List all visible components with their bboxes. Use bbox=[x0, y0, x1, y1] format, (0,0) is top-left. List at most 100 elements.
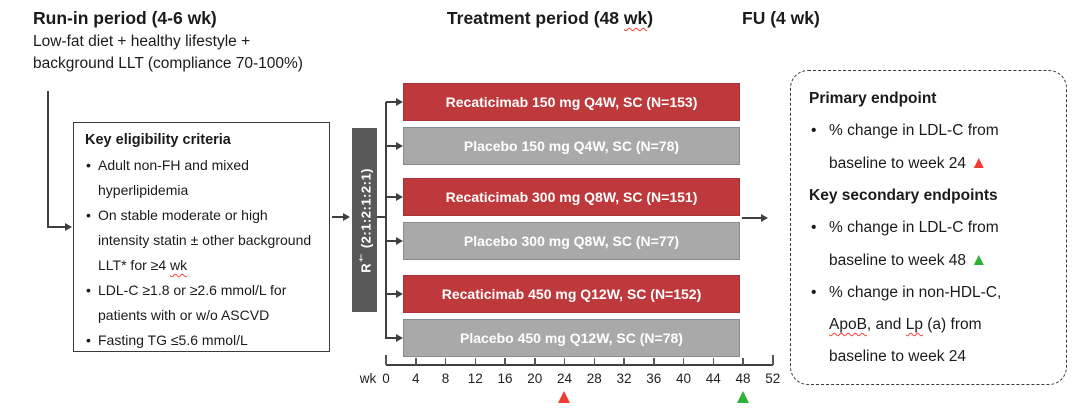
treatment-arms: Recaticimab 150 mg Q4W, SC (N=153) Place… bbox=[403, 83, 740, 358]
axis-tick-label: 44 bbox=[705, 371, 721, 386]
text-segment: LDL-C ≥1.8 or ≥2.6 mmol/L for patients w… bbox=[98, 282, 287, 323]
arms-to-endpoints-line bbox=[742, 217, 762, 219]
treatment-arm-label: Placebo 150 mg Q4W, SC (N=78) bbox=[463, 138, 680, 154]
arrow-head-icon bbox=[396, 289, 403, 298]
arrow-head-icon bbox=[396, 333, 403, 342]
branch-arrow-line bbox=[386, 196, 397, 198]
eligibility-bullet: LDL-C ≥1.8 or ≥2.6 mmol/L for patients w… bbox=[85, 278, 319, 328]
text-segment: † bbox=[355, 251, 366, 263]
axis-line bbox=[386, 364, 773, 366]
arrow-head-icon bbox=[65, 222, 72, 231]
treatment-arm-bar: Recaticimab 300 mg Q8W, SC (N=151) bbox=[403, 178, 740, 216]
axis-tick bbox=[563, 358, 566, 365]
axis-tick-label: 40 bbox=[675, 371, 692, 386]
text-segment: R bbox=[358, 262, 374, 273]
treatment-arm-bar: Recaticimab 450 mg Q12W, SC (N=152) bbox=[403, 275, 740, 313]
arrow-head-icon bbox=[396, 192, 403, 201]
eligibility-bullet: On stable moderate or high intensity sta… bbox=[85, 203, 319, 278]
text-segment: ) bbox=[647, 8, 654, 28]
axis-tick-label: 4 bbox=[411, 371, 420, 386]
treatment-arm-label: Placebo 450 mg Q12W, SC (N=78) bbox=[460, 330, 683, 346]
eligibility-title: Key eligibility criteria bbox=[85, 132, 231, 148]
axis-tick-label: 24 bbox=[556, 371, 573, 386]
arrow-head-icon bbox=[396, 141, 403, 150]
text-segment: Adult non-FH and mixed hyperlipidemia bbox=[98, 157, 249, 198]
endpoint-bullet: % change in non-HDL-C, ApoB, and Lp (a) … bbox=[809, 277, 1005, 373]
axis-tick-label: 28 bbox=[586, 371, 602, 386]
branch-arrow-line bbox=[386, 145, 397, 147]
branch-arrow-line bbox=[386, 240, 397, 242]
axis-tick-label: 8 bbox=[441, 371, 450, 386]
eligibility-criteria-box: Key eligibility criteria Adult non-FH an… bbox=[73, 122, 330, 353]
eligibility-bullet: Adult non-FH and mixed hyperlipidemia bbox=[85, 153, 319, 203]
axis-tick bbox=[653, 358, 655, 365]
arrow-head-icon bbox=[396, 236, 403, 245]
treatment-arm-label: Placebo 300 mg Q8W, SC (N=77) bbox=[463, 233, 680, 249]
treatment-period-title: Treatment period (48 wk) bbox=[400, 8, 700, 29]
arrow-head-icon bbox=[396, 97, 403, 106]
text-segment: % change in LDL-C from baseline to week … bbox=[829, 219, 999, 269]
branch-arrow-line bbox=[386, 101, 397, 103]
text-segment: wk bbox=[170, 257, 188, 273]
axis-tick bbox=[474, 358, 476, 365]
arrow-head-icon bbox=[343, 212, 350, 221]
randomization-label: R† (2:1:2:1:2:1) bbox=[356, 168, 373, 273]
run-in-subtitle-line: Low-fat diet + healthy lifestyle + bbox=[33, 33, 251, 50]
follow-up-title: FU (4 wk) bbox=[742, 8, 820, 28]
text-segment: , and bbox=[866, 316, 906, 333]
arrow-head-icon bbox=[761, 213, 768, 222]
eligibility-bullet-text: LDL-C ≥1.8 or ≥2.6 mmol/L for patients w… bbox=[98, 282, 286, 323]
axis-tick bbox=[682, 358, 685, 365]
eligibility-list: Adult non-FH and mixed hyperlipidemia On… bbox=[85, 153, 319, 353]
treatment-arm-bar: Placebo 300 mg Q8W, SC (N=77) bbox=[403, 222, 740, 260]
treatment-arm-label: Recaticimab 300 mg Q8W, SC (N=151) bbox=[445, 189, 698, 205]
run-in-connector-line bbox=[47, 91, 49, 227]
run-in-period-subtitle: Low-fat diet + healthy lifestyle + backg… bbox=[33, 31, 303, 75]
text-segment: ApoB bbox=[829, 316, 867, 333]
axis-tick bbox=[504, 358, 506, 365]
text-segment: wk bbox=[623, 8, 648, 28]
axis-tick bbox=[772, 355, 774, 365]
axis-tick bbox=[415, 358, 417, 365]
text-segment: ▲ bbox=[970, 153, 988, 172]
primary-endpoint-list: % change in LDL-C from baseline to week … bbox=[809, 115, 1005, 180]
eligibility-bullet-text: Fasting TG ≤5.6 mmol/L bbox=[98, 332, 248, 348]
axis-tick-label: 16 bbox=[497, 371, 513, 386]
text-segment: Fasting TG ≤5.6 mmol/L bbox=[98, 332, 248, 348]
eligibility-bullet: Fasting TG ≤5.6 mmol/L bbox=[85, 328, 319, 353]
text-segment: Lp bbox=[905, 316, 923, 333]
eligibility-bullet-text: On stable moderate or high intensity sta… bbox=[98, 207, 311, 273]
treatment-arm-bar: Placebo 150 mg Q4W, SC (N=78) bbox=[403, 127, 740, 165]
randomization-bar: R† (2:1:2:1:2:1) bbox=[352, 128, 377, 312]
primary-endpoint-title: Primary endpoint bbox=[809, 90, 937, 107]
text-segment: Treatment period (48 bbox=[446, 8, 624, 28]
treatment-arm-bar: Placebo 450 mg Q12W, SC (N=78) bbox=[403, 319, 740, 357]
axis-tick bbox=[385, 355, 387, 365]
text-segment: (a) from baseline to week 24 bbox=[829, 316, 982, 365]
axis-tick-label: 12 bbox=[467, 371, 483, 386]
text-segment: (2:1:2:1:2:1) bbox=[358, 167, 374, 252]
axis-tick bbox=[444, 358, 447, 365]
week-24-marker-triangle-icon bbox=[558, 391, 570, 403]
text-segment: ▲ bbox=[970, 250, 988, 269]
endpoint-bullet-text: % change in LDL-C from baseline to week … bbox=[829, 219, 999, 269]
axis-tick bbox=[534, 358, 536, 365]
axis-tick bbox=[593, 358, 595, 365]
axis-tick-label: 32 bbox=[616, 371, 632, 386]
axis-tick bbox=[712, 358, 714, 365]
axis-tick-label: 52 bbox=[765, 371, 781, 386]
treatment-arm-label: Recaticimab 450 mg Q12W, SC (N=152) bbox=[441, 286, 702, 302]
axis-tick bbox=[742, 358, 744, 365]
run-in-period-title: Run-in period (4-6 wk) bbox=[33, 8, 217, 28]
run-in-connector-line bbox=[47, 226, 66, 228]
week-48-marker-triangle-icon bbox=[736, 391, 749, 403]
endpoint-bullet-text: % change in LDL-C from baseline to week … bbox=[829, 122, 999, 172]
branch-arrow-line bbox=[386, 293, 397, 295]
randomization-branch-line bbox=[377, 216, 386, 218]
axis-tick-label: 36 bbox=[646, 371, 662, 386]
axis-tick-label: 48 bbox=[735, 371, 751, 386]
secondary-endpoints-title: Key secondary endpoints bbox=[809, 187, 998, 204]
secondary-endpoints-list: % change in LDL-C from baseline to week … bbox=[809, 212, 1005, 373]
treatment-arm-label: Recaticimab 150 mg Q4W, SC (N=153) bbox=[445, 94, 698, 110]
